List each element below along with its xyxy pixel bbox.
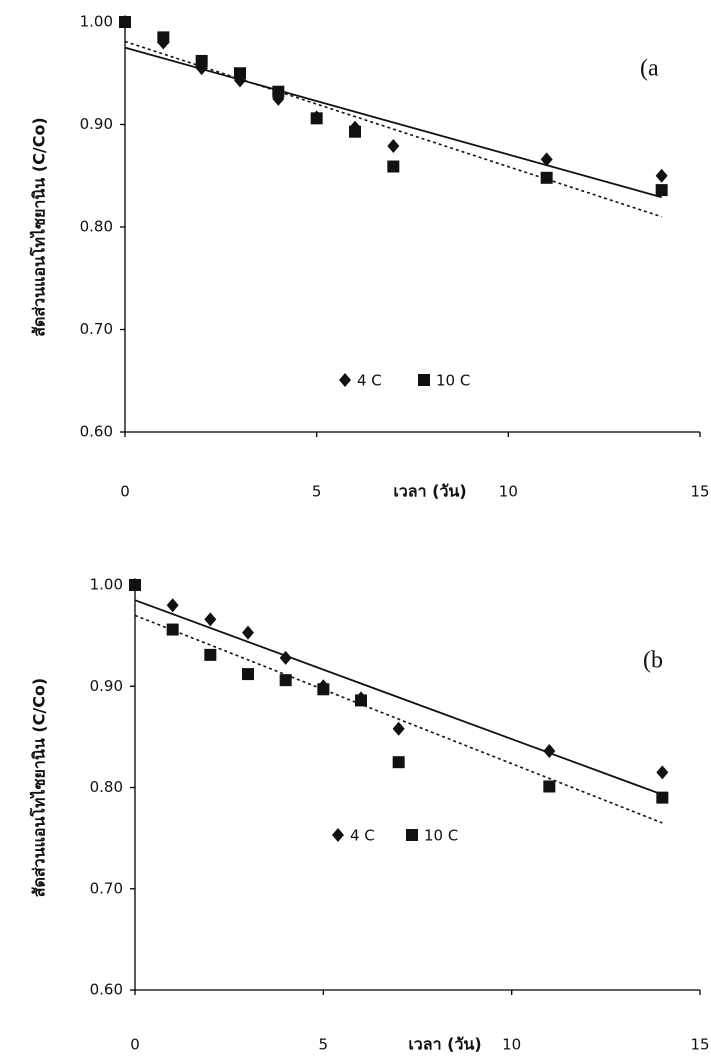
point — [242, 668, 254, 680]
point — [234, 67, 246, 79]
legend-label: 10 C — [436, 372, 470, 390]
point — [311, 112, 323, 124]
x-tick-label: 5 — [312, 483, 322, 501]
annotation: (a — [640, 56, 659, 82]
point — [167, 624, 179, 636]
legend-label: 10 C — [424, 827, 458, 845]
point — [393, 756, 405, 768]
point — [393, 722, 405, 736]
point — [317, 683, 329, 695]
legend-label: 4 C — [350, 827, 375, 845]
y-tick-label: 0.70 — [80, 320, 113, 338]
y-axis-label: สัดส่วนแอนโทไซยานิน (C/Co) — [29, 117, 49, 337]
point — [280, 651, 292, 665]
y-tick-label: 0.90 — [90, 677, 123, 695]
figure: 0.60 0.70 0.80 0.90 1.00 0 5 10 15 เวลา (วัน) สัดส… — [0, 0, 711, 1061]
point — [272, 86, 284, 98]
point — [280, 674, 292, 686]
legend-marker — [406, 829, 418, 841]
point — [129, 579, 141, 591]
point — [167, 598, 179, 612]
point — [349, 126, 361, 138]
x-axis-label: เวลา (วัน) — [393, 482, 466, 501]
point — [204, 649, 216, 661]
point — [543, 780, 555, 792]
y-tick-label: 0.80 — [80, 218, 113, 236]
point — [157, 31, 169, 43]
y-axis-label: สัดส่วนแอนโทไซยานิน (C/Co) — [29, 678, 49, 898]
point — [119, 16, 131, 28]
x-tick-label: 5 — [319, 1036, 329, 1054]
point — [656, 792, 668, 804]
x-axis-label: เวลา (วัน) — [408, 1035, 481, 1054]
y-tick-label: 1.00 — [90, 576, 123, 594]
trend-line — [125, 41, 662, 216]
x-tick-label: 0 — [120, 483, 130, 501]
legend-marker — [339, 373, 351, 387]
y-tick-label: 0.70 — [90, 879, 123, 897]
legend-marker — [418, 374, 430, 386]
x-tick-label: 10 — [502, 1036, 521, 1054]
x-tick-label: 15 — [690, 483, 709, 501]
point — [196, 55, 208, 67]
point — [656, 765, 668, 779]
point — [355, 694, 367, 706]
trend-line — [135, 615, 662, 823]
x-tick-label: 0 — [130, 1036, 140, 1054]
y-tick-label: 0.60 — [90, 981, 123, 999]
y-tick-label: 0.90 — [80, 115, 113, 133]
x-tick-label: 15 — [690, 1036, 709, 1054]
annotation: (b — [643, 648, 663, 674]
point — [543, 744, 555, 758]
point — [656, 184, 668, 196]
point — [387, 161, 399, 173]
x-tick-label: 10 — [499, 483, 518, 501]
point — [242, 626, 254, 640]
point — [656, 169, 668, 183]
point — [541, 172, 553, 184]
y-tick-label: 1.00 — [80, 13, 113, 31]
y-tick-label: 0.60 — [80, 423, 113, 441]
point — [204, 612, 216, 626]
legend-marker — [332, 828, 344, 842]
legend-label: 4 C — [357, 372, 382, 390]
point — [387, 139, 399, 153]
y-tick-label: 0.80 — [90, 778, 123, 796]
